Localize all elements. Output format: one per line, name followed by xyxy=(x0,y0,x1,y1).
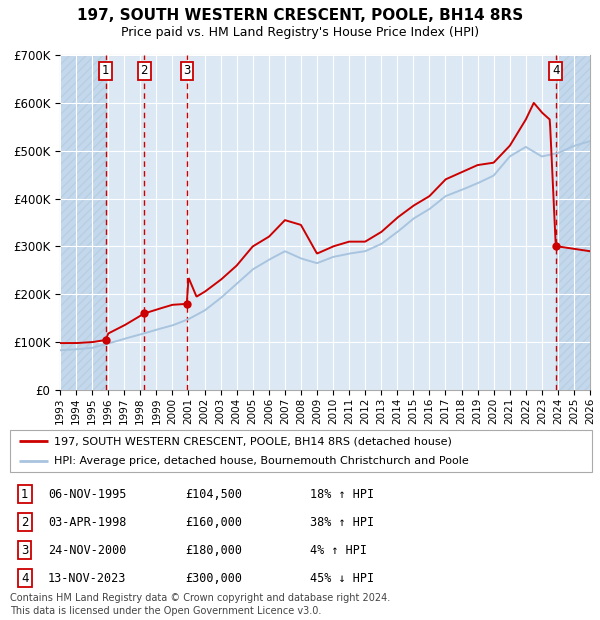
Text: 1: 1 xyxy=(21,487,29,500)
Text: 4: 4 xyxy=(21,572,29,585)
Text: 3: 3 xyxy=(21,544,28,557)
Text: This data is licensed under the Open Government Licence v3.0.: This data is licensed under the Open Gov… xyxy=(10,606,322,616)
Text: 24-NOV-2000: 24-NOV-2000 xyxy=(48,544,127,557)
Text: 38% ↑ HPI: 38% ↑ HPI xyxy=(310,515,374,528)
Text: £160,000: £160,000 xyxy=(185,515,242,528)
Text: HPI: Average price, detached house, Bournemouth Christchurch and Poole: HPI: Average price, detached house, Bour… xyxy=(53,456,469,466)
Text: £104,500: £104,500 xyxy=(185,487,242,500)
Text: 197, SOUTH WESTERN CRESCENT, POOLE, BH14 8RS: 197, SOUTH WESTERN CRESCENT, POOLE, BH14… xyxy=(77,8,523,23)
Text: 3: 3 xyxy=(183,64,191,78)
FancyBboxPatch shape xyxy=(10,430,592,472)
Text: 1: 1 xyxy=(102,64,110,78)
Text: Price paid vs. HM Land Registry's House Price Index (HPI): Price paid vs. HM Land Registry's House … xyxy=(121,26,479,39)
Text: 45% ↓ HPI: 45% ↓ HPI xyxy=(310,572,374,585)
Text: 4% ↑ HPI: 4% ↑ HPI xyxy=(310,544,367,557)
Text: 2: 2 xyxy=(140,64,148,78)
Text: 197, SOUTH WESTERN CRESCENT, POOLE, BH14 8RS (detached house): 197, SOUTH WESTERN CRESCENT, POOLE, BH14… xyxy=(53,436,452,446)
Text: 03-APR-1998: 03-APR-1998 xyxy=(48,515,127,528)
Text: 13-NOV-2023: 13-NOV-2023 xyxy=(48,572,127,585)
Bar xyxy=(60,55,106,390)
Text: 18% ↑ HPI: 18% ↑ HPI xyxy=(310,487,374,500)
Text: £300,000: £300,000 xyxy=(185,572,242,585)
Text: 2: 2 xyxy=(21,515,29,528)
Text: 06-NOV-1995: 06-NOV-1995 xyxy=(48,487,127,500)
Text: 4: 4 xyxy=(552,64,560,78)
Text: £180,000: £180,000 xyxy=(185,544,242,557)
Bar xyxy=(556,55,590,390)
Text: Contains HM Land Registry data © Crown copyright and database right 2024.: Contains HM Land Registry data © Crown c… xyxy=(10,593,390,603)
